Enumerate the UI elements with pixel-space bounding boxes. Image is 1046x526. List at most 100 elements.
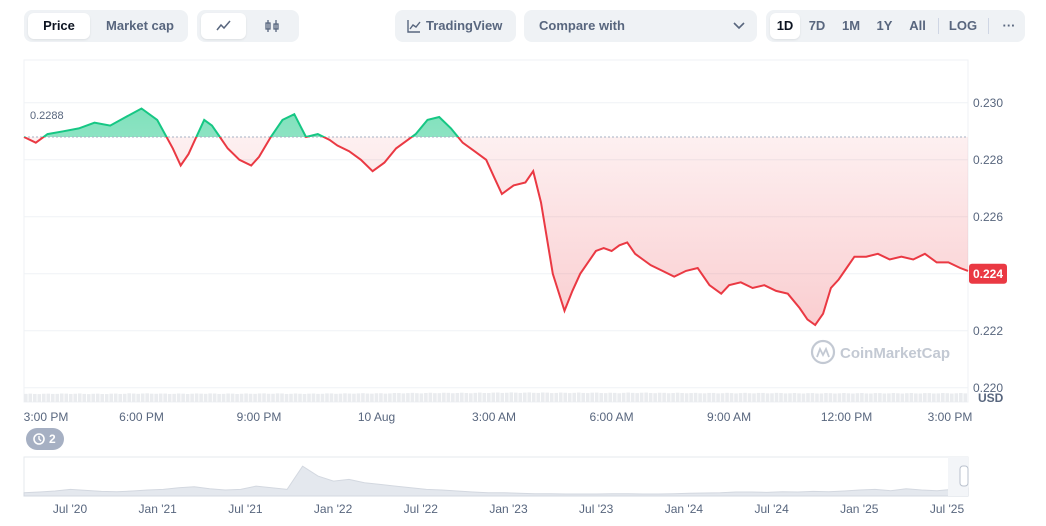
candlestick-button[interactable] xyxy=(250,13,295,39)
market-cap-tab[interactable]: Market cap xyxy=(106,18,174,33)
history-icon xyxy=(33,433,45,445)
volume-bar xyxy=(131,393,136,402)
range-all-button[interactable]: All xyxy=(909,18,926,33)
volume-bar xyxy=(671,393,675,402)
history-badge[interactable]: 2 xyxy=(26,428,64,450)
line-chart-button[interactable] xyxy=(201,13,246,39)
volume-bar xyxy=(289,393,293,402)
compare-with-select[interactable]: Compare with xyxy=(524,10,757,42)
volume-bar xyxy=(199,393,203,402)
volume-bar xyxy=(271,393,275,402)
volume-bar xyxy=(28,393,33,402)
volume-bar xyxy=(536,392,541,402)
volume-bar xyxy=(842,393,846,402)
time-range-selector: 1D 7D 1M 1Y All LOG ··· xyxy=(766,10,1025,42)
range-1y-button[interactable]: 1Y xyxy=(876,18,893,33)
volume-bar xyxy=(873,393,878,402)
volume-bar xyxy=(707,392,711,402)
volume-bar xyxy=(554,392,559,402)
volume-bar xyxy=(662,392,666,402)
volume-bar xyxy=(702,393,707,402)
volume-bar xyxy=(603,393,608,402)
volume-bar xyxy=(334,393,338,402)
volume-bar xyxy=(284,393,289,402)
volume-bar xyxy=(95,393,100,402)
y-tick-label: 0.226 xyxy=(973,210,1003,224)
volume-bar xyxy=(824,393,828,402)
volume-bar xyxy=(473,392,478,402)
range-1d-button[interactable]: 1D xyxy=(770,13,800,39)
volume-bar xyxy=(307,393,311,402)
volume-bar xyxy=(621,392,626,402)
volume-bar xyxy=(599,393,603,402)
volume-bar xyxy=(451,393,455,402)
range-7d-button[interactable]: 7D xyxy=(808,18,826,33)
volume-bar xyxy=(365,393,370,402)
volume-bars xyxy=(24,392,968,402)
volume-bar xyxy=(410,392,415,402)
more-options-button[interactable]: ··· xyxy=(1002,18,1016,33)
volume-bar xyxy=(433,393,437,402)
volume-bar xyxy=(941,393,945,402)
x-tick-label: 3:00 PM xyxy=(928,410,973,424)
tradingview-button[interactable]: TradingView xyxy=(395,10,516,42)
volume-bar xyxy=(428,392,433,402)
volume-bar xyxy=(347,393,352,402)
volume-bar xyxy=(689,393,693,402)
volume-bar xyxy=(167,393,172,402)
range-1m-button[interactable]: 1M xyxy=(841,18,861,33)
volume-bar xyxy=(325,393,329,402)
y-unit-label: USD xyxy=(978,391,1004,405)
chart-type-toggle xyxy=(197,10,299,42)
volume-bar xyxy=(585,393,590,402)
navigator-date-label: Jul '24 xyxy=(754,502,789,516)
x-tick-label: 9:00 PM xyxy=(237,410,282,424)
price-area-below xyxy=(24,136,968,325)
volume-bar xyxy=(302,393,307,402)
y-tick-label: 0.220 xyxy=(973,381,1003,395)
volume-bar xyxy=(963,393,968,402)
volume-bar xyxy=(693,392,698,402)
volume-bar xyxy=(788,393,792,402)
volume-bar xyxy=(617,393,621,402)
volume-bar xyxy=(338,393,343,402)
volume-bar xyxy=(630,392,635,402)
volume-bar xyxy=(783,393,788,402)
volume-bar xyxy=(379,393,383,402)
volume-bar xyxy=(761,392,765,402)
tradingview-label: TradingView xyxy=(426,18,503,33)
y-tick-label: 0.230 xyxy=(973,96,1003,110)
history-navigator[interactable]: Jul '20 Jan '21 Jul '21 Jan '22 Jul '22 Jan '… xyxy=(23,456,969,516)
volume-bar xyxy=(122,393,127,402)
volume-bar xyxy=(244,393,248,402)
volume-bar xyxy=(446,392,451,402)
volume-bar xyxy=(504,392,509,402)
volume-bar xyxy=(896,393,900,402)
navigator-handle[interactable] xyxy=(959,465,969,487)
volume-bar xyxy=(684,393,689,402)
volume-bar xyxy=(657,392,662,402)
volume-bar xyxy=(833,393,837,402)
volume-bar xyxy=(905,393,909,402)
volume-bar xyxy=(675,392,680,402)
volume-bar xyxy=(527,392,532,402)
volume-bar xyxy=(190,393,194,402)
navigator-area xyxy=(23,465,969,497)
volume-bar xyxy=(91,393,96,402)
volume-bar xyxy=(109,393,114,402)
volume-bar xyxy=(203,393,208,402)
volume-bar xyxy=(932,393,936,402)
y-tick-label: 0.222 xyxy=(973,324,1003,338)
volume-bar xyxy=(361,393,365,402)
volume-bar xyxy=(392,393,397,402)
volume-bar xyxy=(815,393,819,402)
log-scale-button[interactable]: LOG xyxy=(948,18,978,33)
volume-bar xyxy=(518,392,523,402)
current-price-badge: 0.224 xyxy=(969,263,1007,284)
volume-bar xyxy=(226,393,230,402)
price-tab[interactable]: Price xyxy=(28,13,90,39)
volume-bar xyxy=(720,393,725,402)
volume-bar xyxy=(230,393,235,402)
volume-bar xyxy=(734,393,738,402)
volume-bar xyxy=(239,393,244,402)
